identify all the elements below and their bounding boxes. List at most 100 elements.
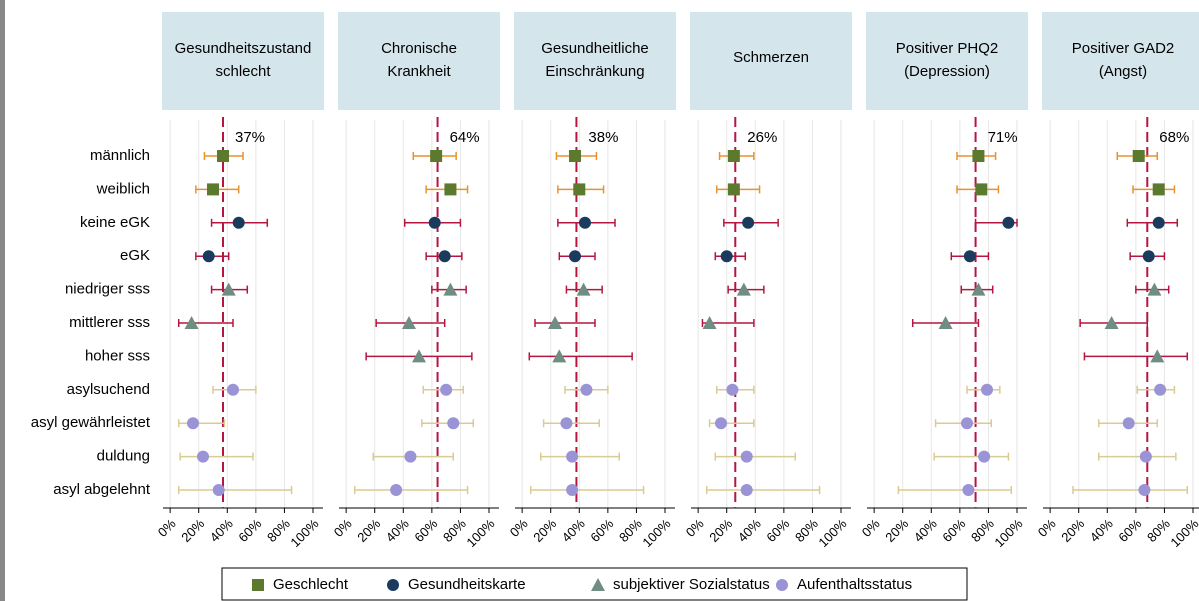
marker-triangle (412, 349, 426, 363)
marker-square (444, 183, 457, 196)
legend-label: Aufenthaltsstatus (797, 576, 912, 593)
panel-header (514, 12, 676, 110)
marker-triangle (736, 282, 751, 296)
marker-circle (1138, 484, 1151, 496)
legend-box (221, 567, 968, 601)
marker-triangle (702, 316, 717, 329)
left-edge (0, 0, 5, 601)
panel-title: Positiver GAD2 (1072, 40, 1175, 57)
marker-circle (1122, 417, 1135, 430)
marker-circle (720, 250, 733, 263)
marker-circle (963, 250, 976, 263)
marker-circle (212, 484, 225, 496)
category-label: männlich (90, 147, 150, 164)
marker-triangle (184, 316, 199, 329)
category-label: eGK (120, 247, 150, 264)
panel-title: (Angst) (1099, 63, 1147, 80)
panel-title: Positiver PHQ2 (896, 40, 999, 57)
marker-circle (404, 450, 417, 463)
marker-circle (232, 216, 245, 229)
marker-circle (197, 450, 209, 463)
panel-title: Gesundheitszustand (175, 40, 312, 57)
marker-circle (227, 383, 239, 396)
panel-header (866, 12, 1028, 110)
panel-header (338, 12, 500, 110)
category-label: asylsuchend (67, 381, 150, 398)
marker-triangle (443, 282, 458, 296)
marker-circle (202, 250, 215, 263)
marker-triangle (576, 282, 591, 296)
reference-label: 68% (1159, 129, 1189, 146)
marker-circle (428, 216, 441, 229)
category-label: asyl gewährleistet (31, 414, 151, 431)
marker-square (1132, 150, 1145, 162)
panel-title: Chronische (381, 40, 457, 57)
marker-triangle (938, 316, 953, 329)
marker-triangle (1150, 349, 1165, 363)
reference-label: 71% (988, 129, 1018, 146)
marker-circle (566, 450, 579, 463)
marker-circle (776, 579, 788, 591)
panel-title: schlecht (215, 63, 271, 80)
category-label: asyl abgelehnt (53, 481, 151, 498)
marker-circle (187, 417, 199, 430)
category-label: weiblich (96, 180, 150, 197)
marker-triangle (971, 282, 986, 296)
marker-circle (580, 383, 593, 396)
marker-circle (447, 417, 460, 430)
reference-label: 38% (588, 129, 618, 146)
marker-square (972, 150, 985, 162)
marker-circle (1139, 450, 1152, 463)
marker-square (573, 183, 586, 196)
category-label: duldung (97, 448, 150, 465)
marker-circle (438, 250, 451, 263)
marker-circle (440, 383, 453, 396)
marker-circle (715, 417, 727, 430)
marker-square (252, 579, 264, 591)
category-label: niedriger sss (65, 281, 150, 298)
marker-circle (1154, 383, 1167, 396)
legend-label: Geschlecht (273, 576, 349, 593)
marker-triangle (548, 316, 562, 329)
panel-header (162, 12, 324, 110)
legend-label: Gesundheitskarte (408, 576, 526, 593)
marker-square (727, 183, 740, 196)
marker-circle (726, 383, 739, 396)
panel-title: Gesundheitliche (541, 40, 649, 57)
marker-circle (961, 417, 973, 430)
marker-circle (1002, 216, 1015, 229)
reference-label: 26% (747, 129, 777, 146)
marker-circle (962, 484, 975, 496)
marker-circle (978, 450, 991, 463)
marker-circle (390, 484, 403, 496)
reference-label: 64% (450, 129, 480, 146)
marker-circle (579, 216, 591, 229)
marker-circle (740, 484, 753, 496)
marker-triangle (402, 316, 416, 329)
panel-title: (Depression) (904, 63, 990, 80)
marker-circle (569, 250, 581, 263)
category-label: keine eGK (80, 214, 150, 231)
marker-triangle (1104, 316, 1119, 329)
marker-triangle (552, 349, 567, 363)
marker-circle (981, 383, 993, 396)
panel-header (690, 12, 852, 110)
category-label: mittlerer sss (69, 314, 150, 331)
marker-circle (1152, 216, 1165, 229)
panel-header (1042, 12, 1199, 110)
marker-circle (560, 417, 573, 430)
category-label: hoher sss (85, 347, 150, 364)
marker-triangle (221, 282, 236, 296)
marker-square (1152, 183, 1165, 196)
reference-label: 37% (235, 129, 265, 146)
marker-circle (740, 450, 753, 463)
marker-square (430, 150, 443, 162)
marker-square (217, 150, 229, 162)
marker-triangle (1147, 282, 1162, 296)
marker-square (975, 183, 988, 196)
panel-title: Einschränkung (545, 63, 644, 80)
marker-square (727, 150, 740, 162)
panel-title: Krankheit (387, 63, 451, 80)
marker-circle (1142, 250, 1155, 263)
